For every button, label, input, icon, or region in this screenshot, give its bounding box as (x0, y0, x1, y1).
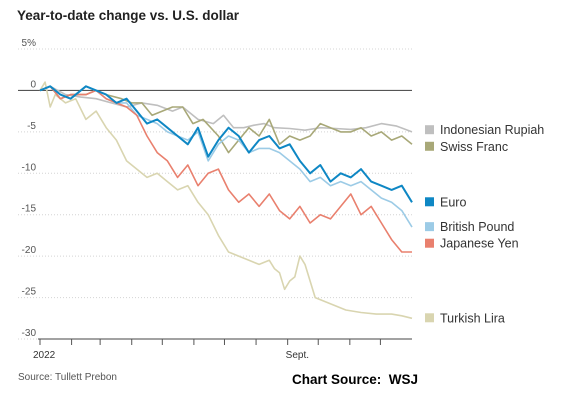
legend-label: Turkish Lira (440, 311, 505, 325)
legend: Indonesian Rupiah Swiss Franc Euro British … (425, 123, 544, 325)
chart-credit: Chart Source: WSJ (292, 372, 419, 387)
y-axis-ticks: 5% 0 -5 -10 -15 -20 -25 -30 (22, 38, 37, 339)
legend-swatch (425, 125, 434, 135)
y-tick-label: -5 (27, 121, 36, 132)
gridlines (18, 48, 412, 340)
series-line-japanese-yen (39, 85, 412, 253)
y-tick-label: -25 (22, 287, 37, 298)
y-tick-label: -30 (22, 328, 37, 339)
legend-label: Japanese Yen (440, 237, 519, 251)
legend-swatch (425, 238, 434, 248)
y-tick-label: 5% (22, 38, 37, 49)
y-tick-label: -20 (22, 245, 37, 256)
y-tick-label: -10 (22, 162, 37, 173)
series-line-indonesian-rupiah (39, 85, 413, 133)
legend-swatch (425, 141, 434, 151)
legend-label: Indonesian Rupiah (440, 123, 544, 137)
x-tick-label-start: 2022 (33, 350, 56, 361)
series-line-euro (39, 85, 413, 203)
legend-label: Euro (440, 195, 466, 209)
chart-title: Year-to-date change vs. U.S. dollar (17, 8, 240, 23)
x-axis: 2022 Sept. (33, 338, 412, 361)
legend-swatch (425, 197, 434, 207)
legend-label: Swiss Franc (440, 140, 508, 154)
legend-label: British Pound (440, 220, 514, 234)
legend-swatch (425, 313, 434, 323)
y-tick-label: -15 (22, 204, 37, 215)
legend-swatch (425, 222, 434, 232)
series-line-turkish-lira (39, 81, 413, 320)
x-tick-label-sept: Sept. (286, 350, 309, 361)
series-lines (39, 81, 413, 320)
y-tick-label: 0 (30, 79, 36, 90)
source-note: Source: Tullett Prebon (18, 372, 117, 383)
